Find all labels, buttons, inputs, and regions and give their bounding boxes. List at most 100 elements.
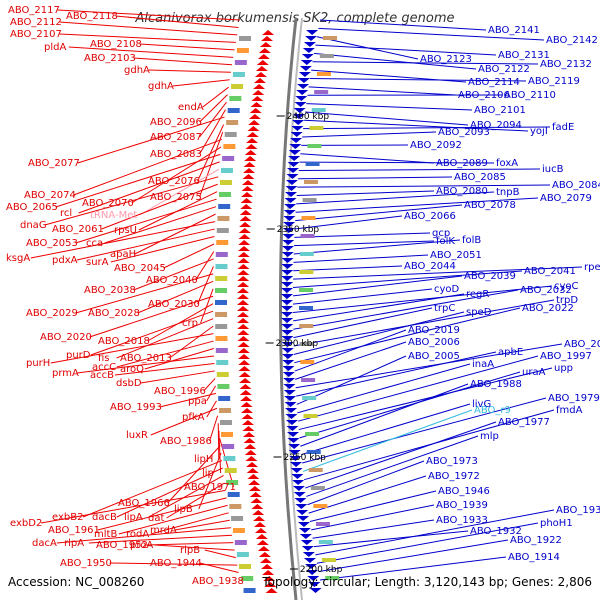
callout-line	[297, 184, 551, 188]
callout-line	[308, 86, 457, 96]
gene-label: endA	[178, 102, 204, 113]
cog-block	[223, 456, 236, 461]
cog-block	[310, 486, 325, 490]
callout-line	[206, 400, 217, 418]
gene-label: ABO_2089	[436, 158, 488, 169]
gene-label: pdxA	[52, 255, 78, 266]
forward-gene-arrow	[242, 426, 255, 431]
cog-block	[216, 372, 229, 377]
gene-label: ABO_2092	[410, 140, 462, 151]
gene-label: ABO_2078	[464, 200, 516, 211]
callout-line	[199, 562, 239, 574]
cog-block	[226, 120, 239, 125]
cog-block	[219, 192, 232, 197]
forward-gene-arrow	[239, 378, 252, 383]
gene-label: ABO_2093	[438, 127, 490, 138]
gene-label: ABO_r9	[474, 405, 511, 416]
reverse-gene-arrow	[303, 42, 316, 47]
callout-line	[293, 266, 583, 280]
cog-block	[221, 432, 234, 437]
callout-line	[57, 9, 241, 21]
gene-label: prmA	[52, 368, 79, 379]
callout-line	[174, 519, 230, 531]
forward-gene-arrow	[238, 372, 251, 377]
reverse-gene-arrow	[281, 342, 294, 347]
reverse-gene-arrow	[292, 114, 305, 119]
forward-gene-arrow	[237, 336, 250, 341]
gene-label: ABO_2029	[26, 308, 78, 319]
forward-gene-arrow	[238, 228, 251, 233]
reverse-gene-arrow	[291, 126, 304, 131]
forward-gene-arrow	[247, 474, 260, 479]
callout-line	[76, 228, 215, 261]
callout-line	[300, 153, 435, 164]
reverse-gene-arrow	[282, 366, 295, 371]
cog-block	[231, 516, 244, 521]
reverse-gene-arrow	[281, 348, 294, 353]
gene-label: ABO_2053	[26, 238, 78, 249]
cog-block	[222, 444, 235, 449]
callout-line	[204, 549, 236, 559]
callout-line	[195, 251, 215, 281]
cog-block	[215, 336, 228, 341]
gene-label: ABO_2051	[430, 250, 482, 261]
gene-label: ABO_1961	[48, 525, 100, 536]
callout-line	[315, 44, 497, 56]
callout-line	[293, 285, 553, 314]
callout-line	[209, 415, 219, 442]
callout-line	[296, 191, 495, 205]
cog-block	[305, 162, 320, 166]
gene-label: dacB	[92, 512, 117, 523]
callout-line	[114, 362, 215, 376]
callout-line	[293, 270, 523, 288]
reverse-gene-arrow	[283, 222, 296, 227]
forward-gene-arrow	[244, 450, 257, 455]
reverse-gene-arrow	[293, 108, 306, 113]
forward-gene-arrow	[237, 342, 250, 347]
gene-label: ABO_2044	[404, 261, 456, 272]
right-callout-lines	[292, 19, 583, 581]
callout-line	[199, 101, 227, 138]
gene-label: ABO_2074	[24, 190, 76, 201]
reverse-gene-arrow	[281, 306, 294, 311]
forward-gene-arrow	[238, 354, 251, 359]
gene-label: ABO_1946	[438, 486, 490, 497]
callout-line	[318, 27, 545, 41]
forward-gene-arrow	[262, 30, 275, 35]
gene-label: ABO_2020	[40, 332, 92, 343]
gene-label: upp	[554, 363, 573, 374]
callout-line	[59, 33, 236, 43]
cog-block	[215, 300, 227, 305]
reverse-gene-arrow	[301, 546, 314, 551]
gene-label: lip	[202, 468, 214, 479]
forward-gene-arrow	[241, 414, 254, 419]
callout-line	[56, 527, 231, 544]
cog-block	[316, 72, 331, 76]
gene-label: dacA	[32, 538, 57, 549]
forward-gene-arrow	[248, 114, 261, 119]
cog-block	[215, 312, 228, 317]
reverse-gene-arrow	[282, 240, 295, 245]
callout-line	[296, 351, 497, 397]
gene-label: ABO_1988	[470, 379, 522, 390]
callout-line	[30, 221, 216, 259]
callout-line	[134, 213, 216, 255]
gene-label: ABO_1996	[154, 386, 206, 397]
callout-line	[295, 197, 539, 213]
callout-line	[296, 190, 435, 197]
forward-gene-arrow	[239, 216, 252, 221]
cog-block	[301, 378, 316, 382]
reverse-gene-arrow	[281, 270, 294, 275]
callout-line	[101, 183, 218, 230]
forward-gene-arrow	[245, 144, 258, 149]
forward-gene-arrow	[256, 540, 269, 545]
gene-label: ABO_2114	[468, 77, 520, 88]
callout-line	[139, 43, 235, 51]
gene-label: ABO_2080	[436, 186, 488, 197]
reverse-gene-arrow	[281, 336, 294, 341]
gene-label: rcl	[60, 208, 72, 219]
forward-gene-arrow	[249, 108, 262, 113]
forward-gene-arrow	[252, 510, 265, 515]
reverse-gene-arrow	[284, 204, 297, 209]
callout-line	[154, 544, 235, 551]
